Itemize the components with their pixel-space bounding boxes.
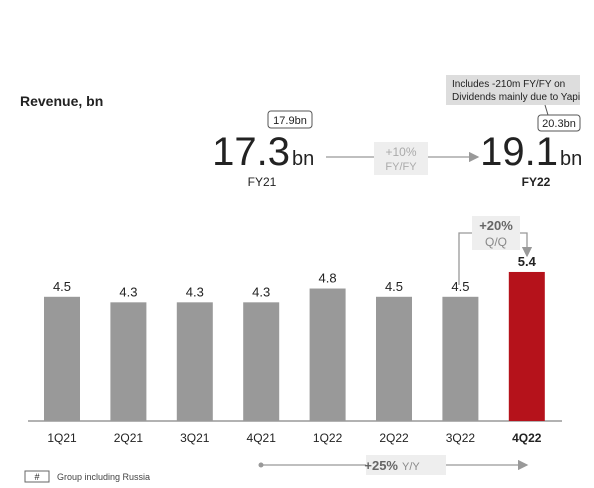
value-label: 4.3 [186, 284, 204, 299]
kpi-label: FY21 [248, 175, 277, 189]
bar [442, 296, 479, 421]
bar [508, 271, 545, 421]
note-box [446, 75, 580, 105]
legend-label: Group including Russia [57, 472, 150, 482]
growth-value: +10% [385, 145, 416, 159]
kpi-label: FY22 [522, 175, 551, 189]
value-label: 4.3 [119, 284, 137, 299]
value-label: 4.5 [451, 279, 469, 294]
value-label: 5.4 [518, 254, 537, 269]
growth-value: +20% [479, 218, 513, 233]
x-tick-label: 3Q21 [180, 431, 210, 445]
kpi-unit: bn [292, 148, 314, 170]
x-tick-label: 4Q22 [512, 431, 542, 445]
legend-symbol: # [34, 472, 39, 482]
growth-label: Y/Y [402, 461, 420, 473]
bar [243, 302, 280, 421]
kpi-value: 17.3 [212, 130, 290, 174]
bar [44, 296, 80, 421]
growth-box [374, 142, 428, 175]
growth-box [472, 216, 520, 250]
bracket [458, 232, 472, 285]
chart-title: Revenue, bn [20, 93, 103, 109]
note-line: Dividends mainly due to Yapi [452, 92, 580, 103]
x-tick-label: 4Q21 [247, 431, 277, 445]
x-tick-label: 2Q21 [114, 431, 144, 445]
growth-label: FY/FY [385, 161, 417, 173]
callout-box [537, 114, 581, 132]
bar [110, 302, 147, 421]
bar [176, 302, 213, 421]
value-label: 4.8 [319, 271, 337, 286]
growth-value: +25% [364, 458, 398, 473]
value-label: 4.3 [252, 284, 270, 299]
value-label: 4.5 [385, 279, 403, 294]
growth-box [366, 455, 446, 475]
legend-symbol-box [24, 470, 50, 483]
kpi-value: 19.1 [480, 130, 558, 174]
value-label: 4.5 [53, 279, 71, 294]
note-pointer [544, 104, 549, 116]
x-tick-label: 1Q22 [313, 431, 343, 445]
x-tick-label: 1Q21 [47, 431, 77, 445]
x-tick-label: 3Q22 [446, 431, 476, 445]
bracket [520, 232, 533, 258]
bar [376, 296, 412, 421]
callout-box [267, 110, 313, 129]
growth-label: Q/Q [485, 235, 507, 249]
kpi-unit: bn [560, 148, 582, 170]
x-tick-label: 2Q22 [379, 431, 409, 445]
bar [309, 288, 346, 421]
note-line: Includes -210m FY/FY on [452, 79, 565, 90]
callout: 20.3bn [542, 118, 576, 130]
callout: 17.9bn [273, 115, 307, 127]
